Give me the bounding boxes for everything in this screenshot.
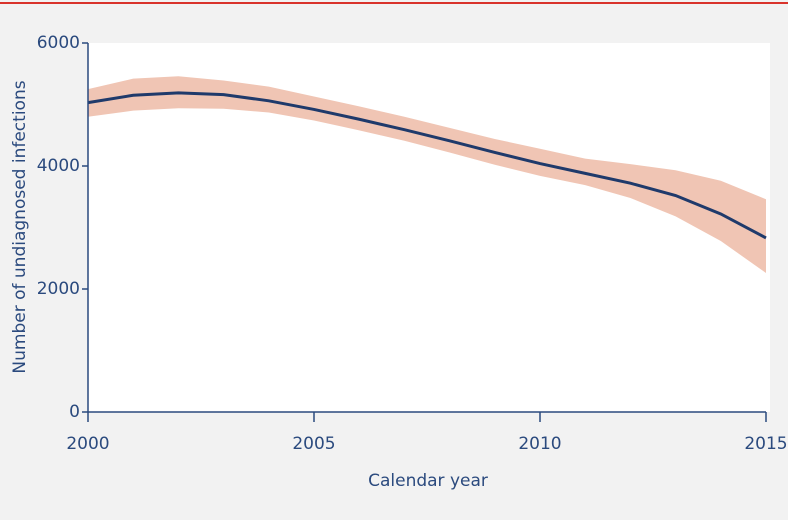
confidence-band: [88, 76, 766, 274]
x-axis-label: Calendar year: [368, 471, 488, 491]
x-tick-label: 2010: [518, 434, 561, 454]
y-tick-label: 0: [69, 402, 80, 422]
x-tick-label: 2015: [744, 434, 787, 454]
y-axis-label: Number of undiagnosed infections: [10, 80, 30, 373]
x-tick-label: 2000: [66, 434, 109, 454]
y-tick-label: 4000: [37, 156, 80, 176]
x-tick-label: 2005: [292, 434, 335, 454]
y-tick-label: 2000: [37, 279, 80, 299]
y-tick-label: 6000: [37, 33, 80, 53]
line: [87, 91, 767, 240]
